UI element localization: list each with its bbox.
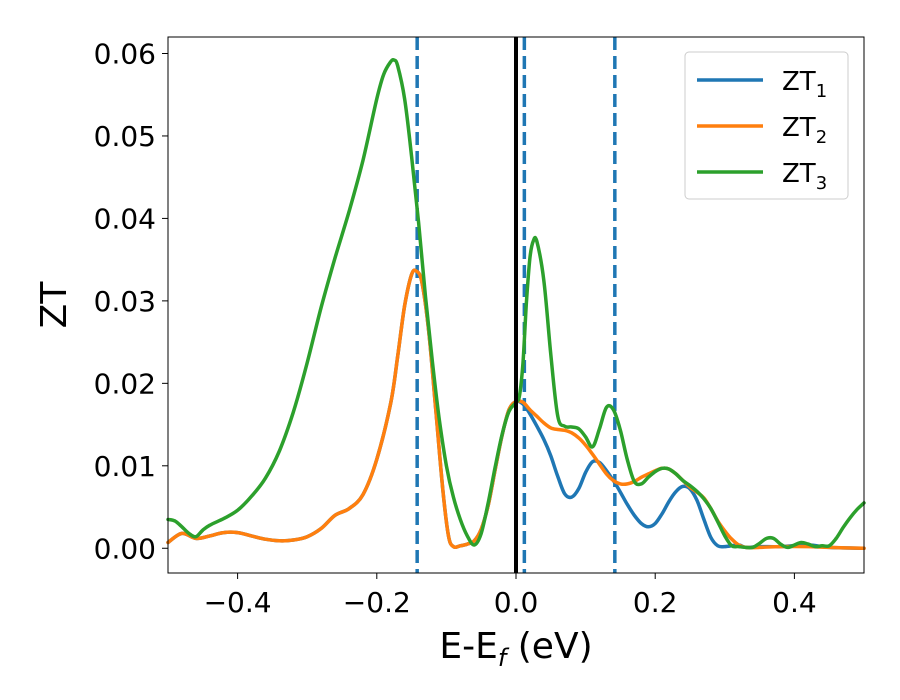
y-tick-label: 0.03 — [94, 285, 156, 318]
legend-label-zt3: ZT3 — [782, 159, 827, 194]
y-tick-label: 0.06 — [94, 37, 156, 70]
x-tick-label: −0.2 — [343, 586, 411, 619]
legend-label-zt2: ZT2 — [782, 113, 827, 148]
x-tick-label: −0.4 — [204, 586, 272, 619]
y-tick-label: 0.04 — [94, 202, 156, 235]
y-tick-label: 0.02 — [94, 367, 156, 400]
series-line-zt3 — [166, 57, 866, 550]
x-axis-label-main: E-E — [439, 626, 497, 667]
legend: ZT1 ZT2 ZT3 — [684, 51, 849, 200]
x-tick-label: 0.4 — [772, 586, 817, 619]
y-axis-ticks: 0.00 0.01 0.02 0.03 0.04 0.05 0.06 — [94, 37, 168, 565]
legend-label-zt1: ZT1 — [782, 67, 827, 102]
x-tick-label: 0.2 — [633, 586, 678, 619]
x-tick-label: 0.0 — [494, 586, 539, 619]
y-tick-label: 0.01 — [94, 450, 156, 483]
legend-box — [684, 51, 849, 200]
x-axis-label: E-Ef (eV) — [439, 626, 592, 672]
series-layer — [166, 57, 866, 551]
y-tick-label: 0.00 — [94, 532, 156, 565]
x-axis-label-suffix: (eV) — [506, 626, 592, 667]
x-axis-ticks: −0.4 −0.2 0.0 0.2 0.4 — [204, 573, 817, 619]
y-tick-label: 0.05 — [94, 120, 156, 153]
y-axis-label: ZT — [34, 281, 75, 329]
